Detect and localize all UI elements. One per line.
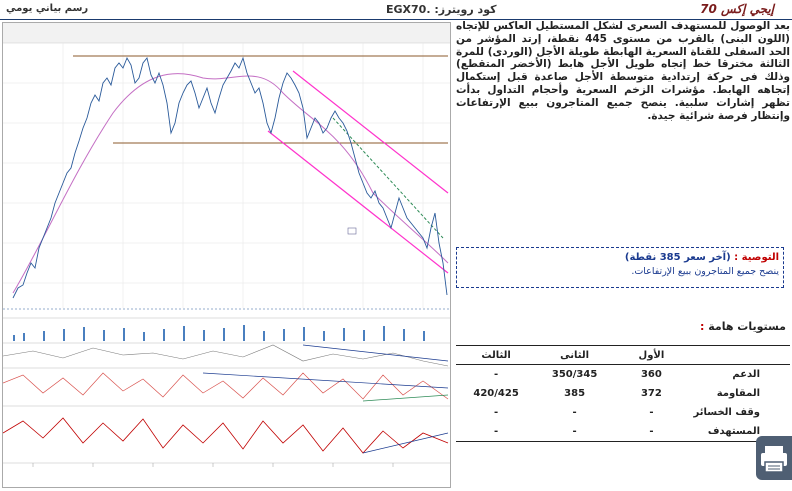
- header-first: الأول: [613, 345, 690, 365]
- analysis-text: بعد الوصول للمستهدف السعرى لشكل المستطيل…: [456, 20, 790, 122]
- row-label: وقف الخسائر: [693, 407, 760, 418]
- recommendation-label: التوصية :: [734, 252, 779, 263]
- cell-second: -: [536, 422, 613, 442]
- cell-third: -: [494, 369, 499, 380]
- header-second: الثانى: [536, 345, 613, 365]
- levels-title-text: مستويات هامة: [708, 320, 786, 333]
- recommendation-box: التوصية : (آخر سعر 385 نقطة) ينصح جميع ا…: [456, 247, 784, 288]
- table-row-support: الدعم 360 350/345 -: [456, 365, 790, 385]
- downtrend-line: [332, 117, 444, 239]
- channel-upper-line: [292, 70, 449, 194]
- volume-bars: [13, 325, 425, 341]
- printer-icon[interactable]: [756, 436, 792, 480]
- levels-title: مستويات هامة :: [700, 320, 786, 333]
- table-row-stop-loss: وقف الخسائر - - -: [456, 403, 790, 422]
- chart-type-label: رسم بياني يومي: [6, 3, 89, 14]
- levels-title-colon: :: [699, 320, 709, 333]
- cell-second: 350/345: [551, 369, 598, 380]
- brand-title: إيجي إكس 70: [700, 2, 774, 16]
- price-chart-image: [2, 22, 451, 488]
- cell-third: -: [456, 422, 537, 442]
- channel-lower-line: [267, 130, 449, 274]
- levels-table: الأول الثانى الثالث الدعم 360 350/345 - …: [456, 345, 790, 442]
- recommendation-body: ينصح جميع المتاجرون ببيع الإرتفاعات.: [631, 266, 779, 277]
- header-empty: [689, 345, 790, 365]
- row-label: الدعم: [732, 369, 760, 380]
- cell-first: -: [613, 422, 690, 442]
- cell-second: -: [572, 407, 577, 418]
- cell-first: 360: [640, 369, 662, 380]
- technical-chart: [2, 23, 450, 467]
- price-line: [12, 56, 448, 299]
- last-price-label: (آخر سعر 385 نقطة): [624, 252, 731, 263]
- moving-average-line: [12, 73, 449, 294]
- levels-header-row: الأول الثانى الثالث: [456, 345, 790, 365]
- header-third: الثالث: [456, 345, 537, 365]
- page-header: رسم بياني يومي كود رويترز: .EGX70 إيجي إ…: [0, 0, 792, 20]
- cell-third: -: [494, 407, 499, 418]
- cell-first: -: [649, 407, 654, 418]
- table-row-target: المستهدف - - -: [456, 422, 790, 442]
- row-label: المقاومة: [716, 388, 760, 399]
- cell-first: 372: [640, 388, 662, 399]
- ticker-label: كود رويترز: .EGX70: [386, 3, 497, 16]
- cell-second: 385: [564, 388, 586, 399]
- cell-third: 420/425: [473, 388, 519, 399]
- table-row-resistance: المقاومة 372 385 420/425: [456, 384, 790, 403]
- recommendation-title: التوصية : (آخر سعر 385 نقطة): [457, 252, 779, 263]
